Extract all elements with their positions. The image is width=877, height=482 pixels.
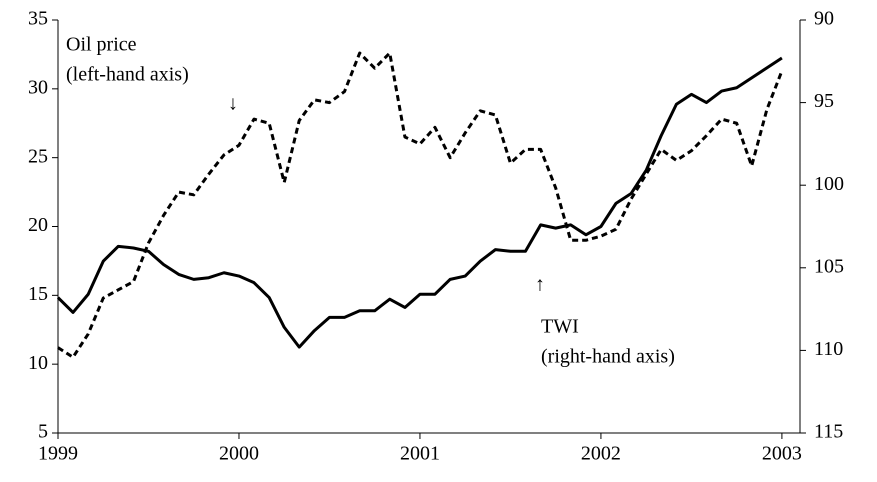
annotation-arrow: ↓	[228, 93, 238, 115]
annotation: (left-hand axis)	[66, 64, 189, 86]
y2-tick-label: 115	[814, 421, 843, 443]
y2-tick-label: 90	[814, 8, 834, 30]
y-tick-label: 15	[28, 283, 48, 305]
y-tick-label: 10	[28, 352, 48, 374]
y-tick-label: 35	[28, 8, 48, 30]
annotation: Oil price	[66, 34, 137, 56]
x-tick-label: 1999	[38, 443, 78, 465]
y2-tick-label: 110	[814, 338, 843, 360]
y2-tick-label: 95	[814, 90, 834, 112]
x-tick-label: 2000	[219, 443, 259, 465]
y2-tick-label: 100	[814, 173, 844, 195]
y-tick-label: 30	[28, 76, 48, 98]
annotation-arrow: ↑	[535, 274, 545, 296]
x-tick-label: 2003	[762, 443, 802, 465]
y-tick-label: 25	[28, 145, 48, 167]
x-tick-label: 2002	[581, 443, 621, 465]
y-tick-label: 5	[38, 421, 48, 443]
annotation: (right-hand axis)	[541, 346, 675, 368]
line-series	[56, 56, 783, 349]
y2-tick-label: 105	[814, 255, 844, 277]
y-tick-label: 20	[28, 214, 48, 236]
annotation: TWI	[541, 316, 579, 338]
x-tick-label: 2001	[400, 443, 440, 465]
line-series	[57, 51, 784, 359]
